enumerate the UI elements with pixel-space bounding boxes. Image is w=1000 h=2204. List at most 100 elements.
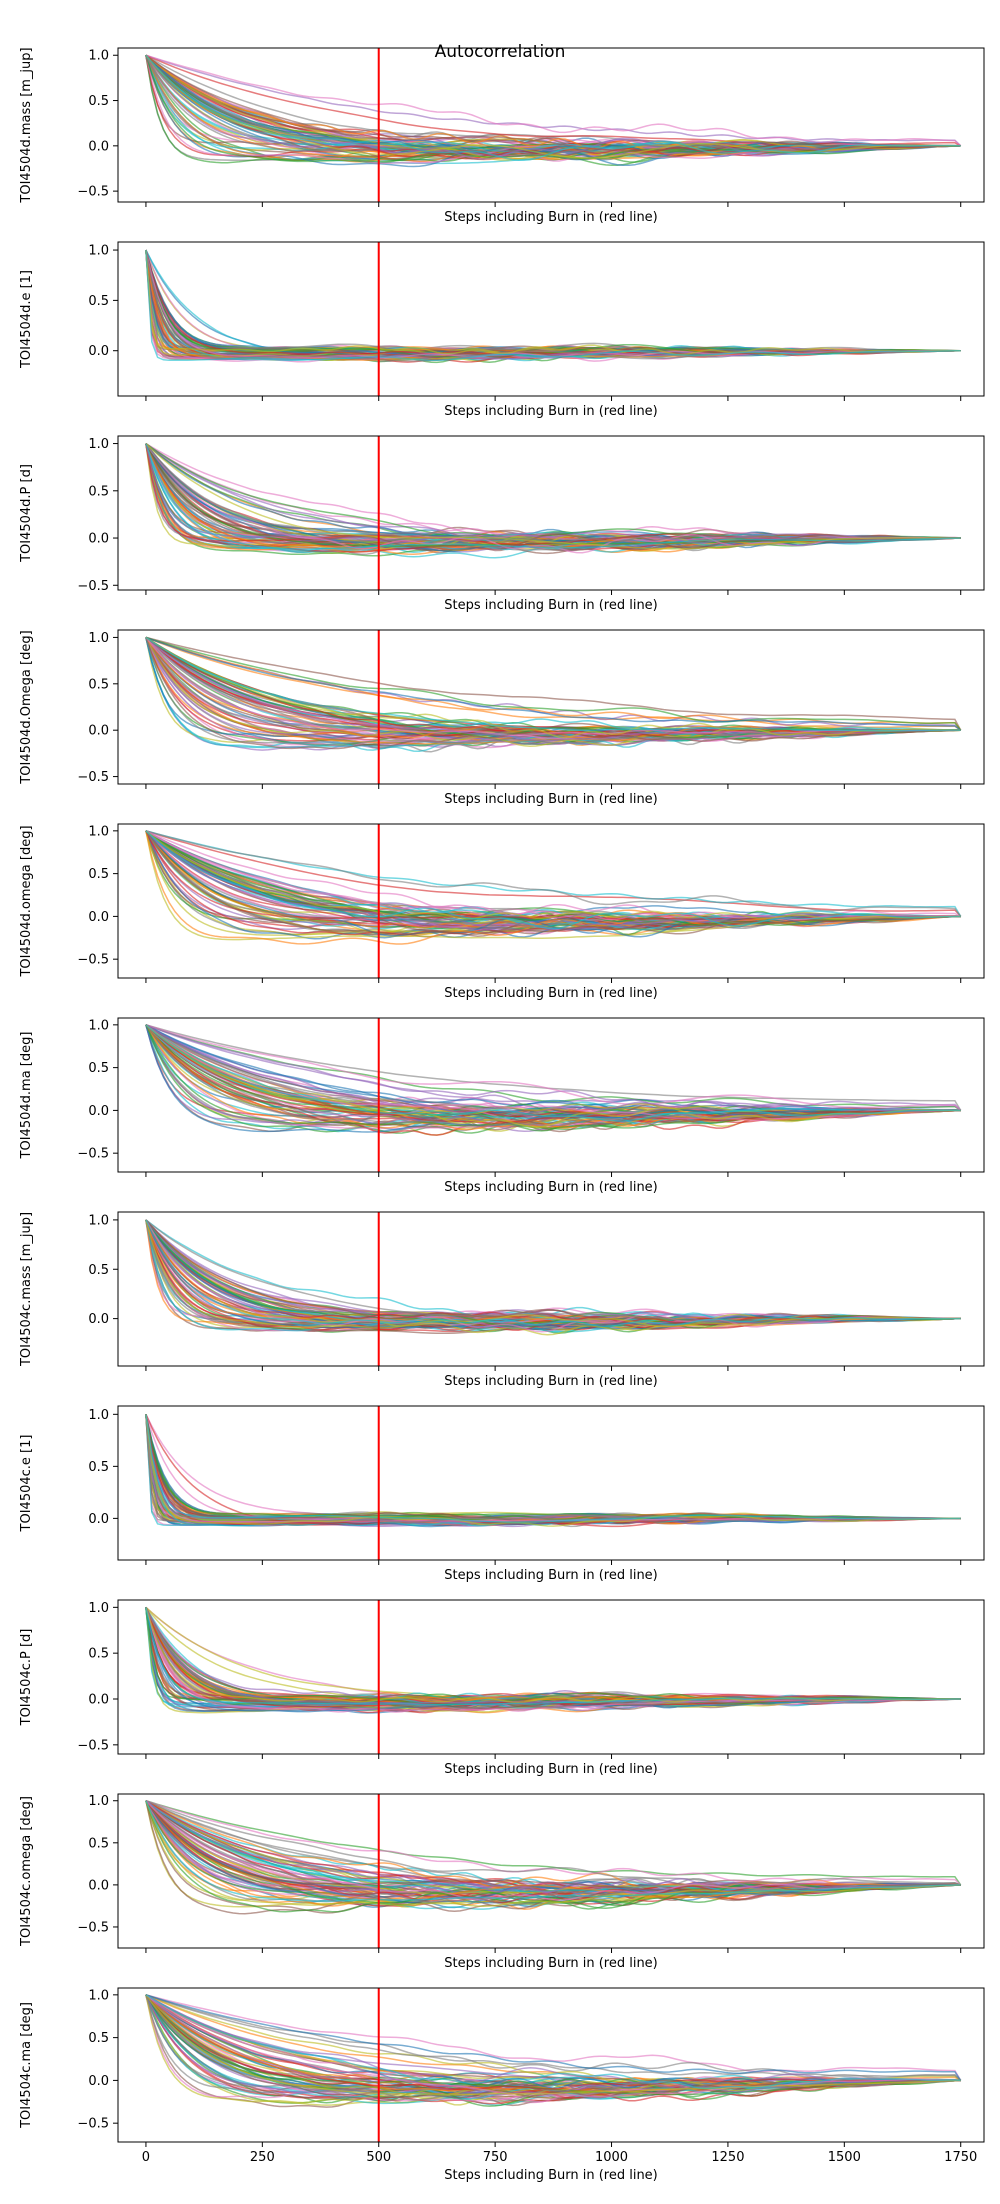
series-line [145, 636, 962, 731]
y-tick-label: 0.0 [88, 1512, 109, 1527]
series-line [145, 1414, 961, 1523]
y-tick-label: 0.0 [88, 1878, 109, 1893]
series-line [145, 249, 961, 363]
y-tick-label: 1.0 [88, 824, 109, 839]
y-tick-label: 0.0 [88, 910, 109, 925]
series-line [145, 250, 961, 361]
series-line [145, 249, 961, 358]
y-tick-label: 1.0 [88, 1988, 109, 2003]
y-tick-label: −0.5 [77, 2117, 109, 2132]
series-line [145, 250, 961, 353]
series-line [145, 1607, 961, 1704]
figure-title: Autocorrelation [435, 42, 566, 62]
series-line [145, 1414, 961, 1524]
series-line [145, 1219, 961, 1324]
series-line [145, 830, 961, 938]
series-line [145, 54, 962, 147]
series-line [145, 249, 961, 359]
series-line [145, 1800, 961, 1888]
panel-4: 1.0 0.5 0.0 −0.5 Steps including Burn in (re… [19, 823, 985, 1001]
series-line [145, 1414, 961, 1523]
series-line [145, 250, 961, 360]
series-line [145, 249, 961, 354]
y-tick-label: 0.0 [88, 1104, 109, 1119]
y-tick-label: 1.0 [88, 1213, 109, 1228]
series-line [145, 1607, 961, 1703]
series-line [145, 249, 961, 357]
series-line [145, 830, 961, 930]
x-tick-label: 1250 [711, 2150, 744, 2165]
panel-3: 1.0 0.5 0.0 −0.5 Steps including Burn in (re… [19, 629, 985, 807]
series-line [145, 250, 961, 353]
x-axis-label: Steps including Burn in (red line) [444, 404, 658, 419]
panel-6: 1.0 0.5 0.0 Steps including Burn in (red li… [19, 1211, 985, 1389]
y-tick-label: 1.0 [88, 1794, 109, 1809]
series-line [145, 636, 961, 732]
series-line [145, 249, 961, 362]
series-line [145, 1994, 961, 2092]
panel-8: 1.0 0.5 0.0 −0.5 Steps including Burn in (re… [19, 1599, 985, 1777]
series-line [145, 249, 961, 354]
series-line [145, 1414, 961, 1523]
x-axis-label: Steps including Burn in (red line) [444, 1180, 658, 1195]
series-line [145, 1414, 961, 1522]
series-line [145, 249, 961, 357]
series-line [145, 1414, 961, 1520]
series-line [145, 250, 961, 357]
x-axis-label: Steps including Burn in (red line) [444, 1956, 658, 1971]
series-line [145, 1606, 961, 1706]
series-line [145, 1607, 961, 1708]
panel-7: 1.0 0.5 0.0 Steps including Burn in (red li… [19, 1405, 985, 1583]
series-line [145, 830, 962, 917]
y-tick-label: 1.0 [88, 49, 109, 64]
series-line [145, 636, 962, 731]
series-line [145, 249, 961, 362]
series-line [145, 1414, 961, 1520]
y-tick-label: 0.5 [88, 1263, 109, 1278]
series-line [145, 249, 961, 359]
series-line [145, 443, 961, 544]
y-axis-label: TOI4504d.mass [m_jup] [19, 47, 34, 203]
y-tick-label: 0.5 [88, 1647, 109, 1662]
series-line [145, 250, 961, 360]
y-tick-label: 0.0 [88, 2074, 109, 2089]
series-line [145, 1414, 961, 1528]
y-tick-label: 0.0 [88, 344, 109, 359]
axes-frame [117, 1405, 985, 1561]
series-line [145, 249, 961, 353]
series-line [145, 1414, 961, 1525]
y-tick-label: 0.0 [88, 1693, 109, 1708]
axes-frame [117, 629, 985, 785]
y-tick-label: 1.0 [88, 1018, 109, 1033]
series-line [145, 637, 961, 745]
x-tick-label: 0 [142, 2150, 150, 2165]
series-line [145, 249, 961, 361]
series-line [145, 830, 961, 936]
series-line [145, 1994, 961, 2101]
series-line [145, 1024, 961, 1124]
x-axis-label: Steps including Burn in (red line) [444, 792, 658, 807]
y-tick-label: 0.5 [88, 94, 109, 109]
series-line [145, 1414, 961, 1523]
x-tick-label: 1750 [944, 2150, 977, 2165]
series-line [145, 249, 961, 356]
series-line [145, 250, 961, 353]
series-line [145, 1799, 962, 1886]
series-line [145, 250, 961, 361]
series-line [145, 1413, 961, 1520]
series-line [145, 249, 961, 355]
series-line [145, 1607, 961, 1707]
series-line [145, 1414, 961, 1522]
series-line [145, 1606, 961, 1708]
series-line [145, 250, 961, 356]
y-tick-label: −0.5 [77, 770, 109, 785]
x-axis-label: Steps including Burn in (red line) [444, 598, 658, 613]
series-line [145, 443, 961, 550]
series-line [145, 54, 961, 152]
series-line [145, 1606, 961, 1703]
series-line [145, 1414, 961, 1525]
series-line [145, 1024, 961, 1122]
series-line [145, 1994, 962, 2081]
series-line [145, 1607, 961, 1708]
series-line [145, 1414, 961, 1528]
